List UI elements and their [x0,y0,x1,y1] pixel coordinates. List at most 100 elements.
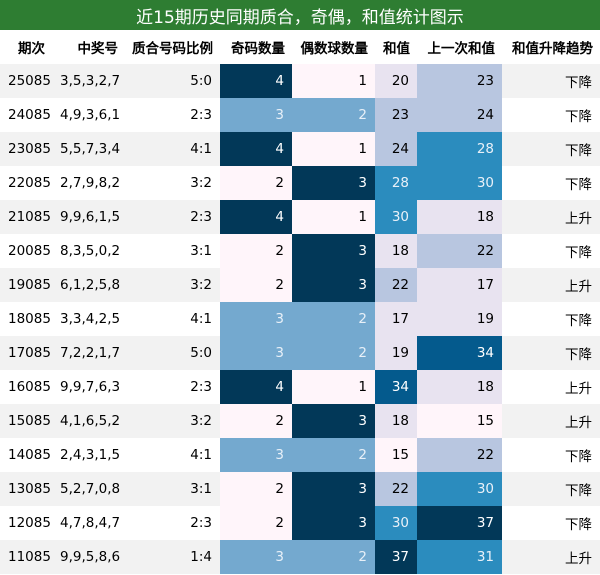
cell-period: 12085 [0,506,60,540]
cell-numbers: 4,9,3,6,1 [60,98,125,132]
cell-trend: 下降 [502,302,600,336]
table-row: 16085 9,9,7,6,3 2:3 4 1 34 18 上升 [0,370,600,404]
cell-trend: 下降 [502,472,600,506]
cell-prime-ratio: 3:1 [125,234,220,268]
chart-title: 近15期历史同期质合，奇偶，和值统计图示 [0,0,600,30]
col-header-even-count: 偶数球数量 [300,41,369,57]
cell-prev-sum: 22 [417,438,502,472]
stats-table: 期次 中奖号 质合号码比例 奇码数量 偶数球数量 和值 上一次和值 和值升降趋势… [0,30,600,574]
cell-trend: 下降 [502,506,600,540]
cell-prev-sum: 23 [417,64,502,98]
cell-sum: 17 [375,302,417,336]
cell-odd-count: 2 [220,234,292,268]
cell-odd-count: 3 [220,98,292,132]
cell-trend: 下降 [502,234,600,268]
cell-period: 14085 [0,438,60,472]
cell-even-count: 3 [292,472,375,506]
cell-prime-ratio: 5:0 [125,336,220,370]
cell-prev-sum: 37 [417,506,502,540]
table-row: 25085 3,5,3,2,7 5:0 4 1 20 23 下降 [0,64,600,98]
cell-prime-ratio: 3:2 [125,268,220,302]
cell-prime-ratio: 2:3 [125,506,220,540]
cell-numbers: 3,5,3,2,7 [60,64,125,98]
col-header-sum: 和值 [383,41,410,57]
table-row: 23085 5,5,7,3,4 4:1 4 1 24 28 下降 [0,132,600,166]
cell-period: 22085 [0,166,60,200]
cell-numbers: 2,7,9,8,2 [60,166,125,200]
cell-odd-count: 2 [220,268,292,302]
cell-numbers: 5,2,7,0,8 [60,472,125,506]
header-row: 期次 中奖号 质合号码比例 奇码数量 偶数球数量 和值 上一次和值 和值升降趋势 [0,30,600,64]
cell-even-count: 2 [292,98,375,132]
cell-period: 21085 [0,200,60,234]
table-row: 17085 7,2,2,1,7 5:0 3 2 19 34 下降 [0,336,600,370]
cell-prime-ratio: 2:3 [125,370,220,404]
cell-prime-ratio: 3:2 [125,166,220,200]
cell-trend: 上升 [502,268,600,302]
cell-even-count: 1 [292,200,375,234]
table-row: 24085 4,9,3,6,1 2:3 3 2 23 24 下降 [0,98,600,132]
cell-period: 15085 [0,404,60,438]
cell-prev-sum: 15 [417,404,502,438]
table-row: 21085 9,9,6,1,5 2:3 4 1 30 18 上升 [0,200,600,234]
cell-prime-ratio: 3:1 [125,472,220,506]
cell-even-count: 1 [292,370,375,404]
cell-odd-count: 4 [220,370,292,404]
cell-even-count: 3 [292,234,375,268]
cell-sum: 30 [375,200,417,234]
cell-trend: 下降 [502,336,600,370]
cell-numbers: 6,1,2,5,8 [60,268,125,302]
cell-numbers: 3,3,4,2,5 [60,302,125,336]
cell-period: 24085 [0,98,60,132]
cell-sum: 22 [375,472,417,506]
cell-prev-sum: 18 [417,200,502,234]
cell-prev-sum: 18 [417,370,502,404]
col-header-prev-sum: 上一次和值 [427,41,496,57]
cell-numbers: 4,7,8,4,7 [60,506,125,540]
cell-sum: 22 [375,268,417,302]
cell-sum: 20 [375,64,417,98]
cell-even-count: 3 [292,268,375,302]
cell-period: 19085 [0,268,60,302]
cell-numbers: 9,9,5,8,6 [60,540,125,574]
table-row: 15085 4,1,6,5,2 3:2 2 3 18 15 上升 [0,404,600,438]
col-header-trend: 和值升降趋势 [512,41,593,57]
cell-period: 25085 [0,64,60,98]
cell-prime-ratio: 1:4 [125,540,220,574]
cell-period: 23085 [0,132,60,166]
cell-trend: 上升 [502,200,600,234]
cell-even-count: 3 [292,404,375,438]
cell-sum: 23 [375,98,417,132]
cell-prime-ratio: 4:1 [125,132,220,166]
cell-trend: 下降 [502,98,600,132]
cell-prev-sum: 30 [417,472,502,506]
cell-sum: 15 [375,438,417,472]
cell-odd-count: 2 [220,166,292,200]
cell-trend: 下降 [502,64,600,98]
cell-even-count: 2 [292,438,375,472]
cell-odd-count: 3 [220,302,292,336]
cell-sum: 18 [375,404,417,438]
cell-period: 11085 [0,540,60,574]
cell-numbers: 8,3,5,0,2 [60,234,125,268]
cell-prime-ratio: 2:3 [125,200,220,234]
col-header-odd-count: 奇码数量 [231,41,285,57]
cell-sum: 37 [375,540,417,574]
cell-odd-count: 3 [220,438,292,472]
cell-trend: 下降 [502,132,600,166]
cell-trend: 上升 [502,540,600,574]
cell-prev-sum: 19 [417,302,502,336]
cell-period: 16085 [0,370,60,404]
cell-even-count: 2 [292,336,375,370]
cell-period: 18085 [0,302,60,336]
cell-numbers: 5,5,7,3,4 [60,132,125,166]
cell-even-count: 2 [292,540,375,574]
table-row: 13085 5,2,7,0,8 3:1 2 3 22 30 下降 [0,472,600,506]
cell-even-count: 1 [292,132,375,166]
cell-sum: 28 [375,166,417,200]
cell-odd-count: 2 [220,404,292,438]
cell-odd-count: 4 [220,132,292,166]
cell-prev-sum: 24 [417,98,502,132]
cell-trend: 上升 [502,370,600,404]
cell-sum: 30 [375,506,417,540]
